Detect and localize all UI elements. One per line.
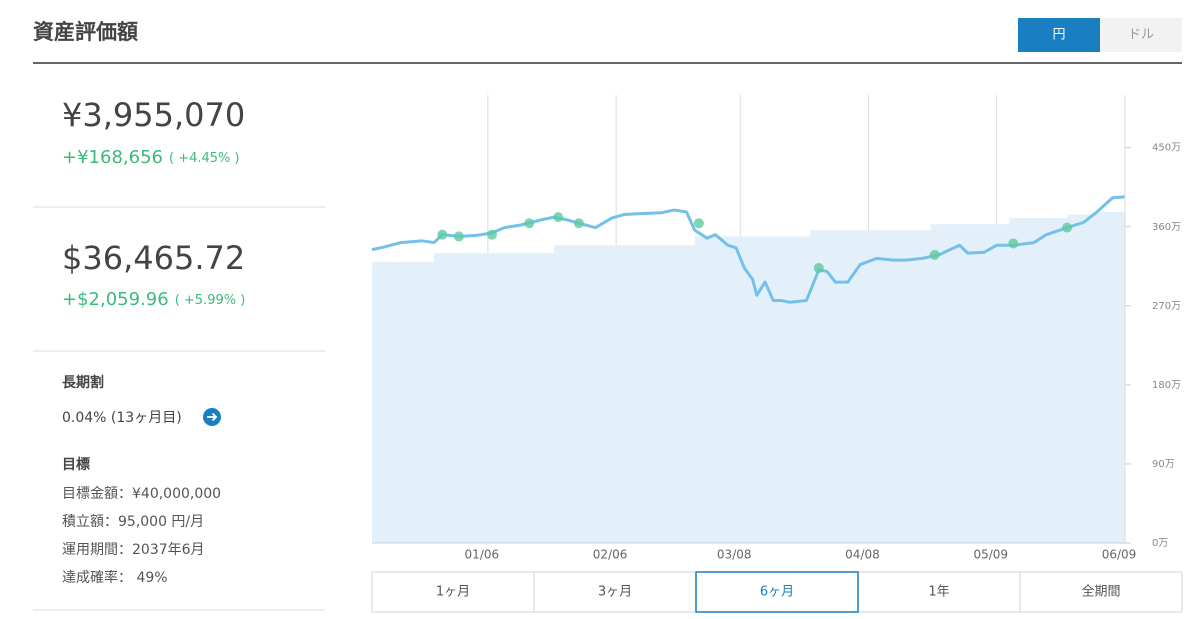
usd-change-line: +$2,059.96 ( +5.99% ) [62, 289, 245, 310]
jpy-change-pct: ( +4.45% ) [169, 151, 240, 166]
x-tick-label: 06/09 [1102, 548, 1137, 562]
event-marker [437, 229, 448, 240]
event-marker [453, 231, 464, 242]
page-title: 資産評価額 [33, 20, 138, 44]
y-tick-label: 450万 [1152, 143, 1181, 154]
range-label[interactable]: 3ヶ月 [598, 585, 632, 600]
event-marker [693, 218, 704, 229]
toggle-button[interactable] [1100, 18, 1182, 52]
jpy-change-line: +¥168,656 ( +4.45% ) [62, 147, 240, 168]
usd-change: +$2,059.96 [62, 289, 169, 310]
y-tick-label: 180万 [1152, 380, 1181, 391]
event-marker [1062, 222, 1073, 233]
toggle-label[interactable]: 円 [1052, 28, 1065, 43]
event-marker [929, 249, 940, 260]
discount-title: 長期割 [62, 374, 104, 391]
y-tick-label: 270万 [1152, 301, 1181, 312]
range-button[interactable] [1019, 571, 1183, 613]
y-tick-label: 90万 [1152, 459, 1175, 470]
range-label[interactable]: 1年 [928, 585, 949, 600]
x-tick-label: 04/08 [845, 548, 880, 562]
arrow-icon [207, 412, 218, 422]
range-label[interactable]: 全期間 [1081, 584, 1120, 600]
range-button[interactable] [371, 571, 535, 613]
toggle-button[interactable] [1018, 18, 1100, 52]
event-marker [813, 263, 824, 274]
data [371, 195, 1126, 544]
range-button-active[interactable] [695, 571, 859, 613]
arrow-button[interactable] [203, 408, 221, 426]
valuation-line [371, 195, 1126, 304]
toggle-label[interactable]: ドル [1128, 28, 1154, 43]
jpy-value: ¥3,955,070 [62, 96, 245, 134]
y-tick-label: 360万 [1152, 222, 1181, 233]
range-buttons: 1ヶ月 3ヶ月 6ヶ月 1年 全期間 [371, 571, 1183, 613]
range-label[interactable]: 1ヶ月 [436, 585, 470, 600]
event-marker [486, 229, 497, 240]
goal-line: 達成確率： 49% [62, 569, 168, 586]
usd-change-pct: ( +5.99% ) [175, 293, 246, 308]
goal-line: 積立額：95,000 円/月 [62, 514, 204, 530]
range-label[interactable]: 6ヶ月 [760, 585, 794, 600]
usd-value: $36,465.72 [62, 239, 245, 277]
goal-lines: 目標金額：¥40,000,000 積立額：95,000 円/月運用期間：2037年… [62, 486, 221, 586]
event-marker [573, 218, 584, 229]
goal-line: 運用期間：2037年6月 [62, 542, 205, 558]
x-tick-label: 05/09 [973, 548, 1008, 562]
x-tick-label: 02/06 [593, 548, 628, 562]
event-marker [524, 218, 535, 229]
discount-value: 0.04% (13ヶ月目) [62, 410, 182, 426]
x-tick-label: 01/06 [465, 548, 500, 562]
invested-area [372, 211, 1125, 544]
goal-title: 目標 [62, 456, 90, 473]
event-marker [553, 212, 564, 223]
jpy-change: +¥168,656 [62, 147, 163, 168]
x-tick-label: 03/08 [717, 548, 752, 562]
event-marker [1008, 238, 1019, 249]
goal-line: 目標金額：¥40,000,000 [62, 486, 221, 502]
chart: 01/06 02/06 03/08 04/08 05/09 06/09 0万 90万 180万 2… [371, 95, 1181, 562]
currency-toggle: 円 ドル [1018, 18, 1182, 52]
y-tick-label: 0万 [1152, 538, 1168, 549]
